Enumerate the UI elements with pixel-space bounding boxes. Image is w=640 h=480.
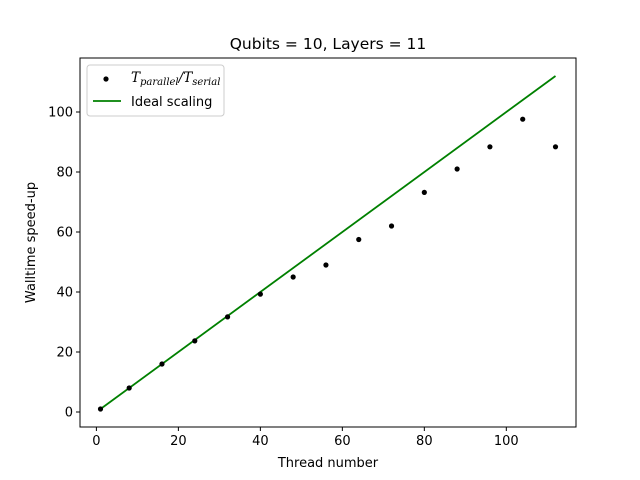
- y-tick-label: 40: [56, 286, 73, 301]
- x-axis-title: Thread number: [277, 456, 379, 471]
- speedup-point: [520, 116, 526, 122]
- speedup-point: [323, 262, 329, 268]
- speedup-point: [356, 236, 362, 243]
- y-tick-label: 0: [65, 406, 73, 421]
- speedup-point: [290, 274, 296, 280]
- legend-label-ideal: Ideal scaling: [131, 95, 212, 110]
- speedup-point: [224, 314, 231, 320]
- legend-label-sub1: parallel: [140, 77, 179, 88]
- speedup-point: [257, 291, 263, 297]
- speedup-point: [552, 144, 559, 150]
- axes-frame: [79, 57, 577, 428]
- speedup-point: [192, 338, 198, 344]
- speedup-point: [126, 385, 132, 391]
- x-axis: 0 20 40 60 80 100: [92, 427, 519, 449]
- x-tick-label: 40: [252, 434, 269, 449]
- y-axis: 0 20 40 60 80 100: [48, 106, 80, 421]
- y-tick-label: 80: [56, 166, 73, 181]
- x-tick-label: 100: [494, 434, 519, 449]
- y-tick-label: 100: [48, 106, 73, 121]
- legend-label-sub2: serial: [192, 77, 220, 88]
- chart-title: Qubits = 10, Layers = 11: [230, 35, 427, 53]
- speedup-point: [388, 223, 395, 229]
- legend-label-slash: /: [177, 70, 185, 86]
- legend-label-t1: T: [131, 70, 141, 86]
- y-axis-title: Walltime speed-up: [24, 182, 39, 303]
- legend-marker-scatter: [103, 76, 109, 82]
- speedup-point: [487, 144, 493, 150]
- plot-area: [97, 75, 559, 412]
- legend: Tparallel/Tserial Ideal scaling: [86, 64, 225, 117]
- speedup-point: [454, 166, 460, 172]
- y-tick-label: 60: [56, 226, 73, 241]
- legend-label-ratio: Tparallel/Tserial: [131, 70, 220, 88]
- x-tick-label: 0: [92, 434, 100, 449]
- legend-label-t2: T: [183, 70, 193, 86]
- x-tick-label: 80: [416, 434, 433, 449]
- ideal-scaling-line: [99, 75, 557, 410]
- y-tick-label: 20: [56, 346, 73, 361]
- speedup-point: [159, 361, 165, 367]
- x-tick-label: 60: [334, 434, 351, 449]
- legend-box: [86, 64, 225, 117]
- speedup-point: [97, 406, 104, 412]
- speedup-point: [421, 189, 427, 195]
- x-tick-label: 20: [170, 434, 187, 449]
